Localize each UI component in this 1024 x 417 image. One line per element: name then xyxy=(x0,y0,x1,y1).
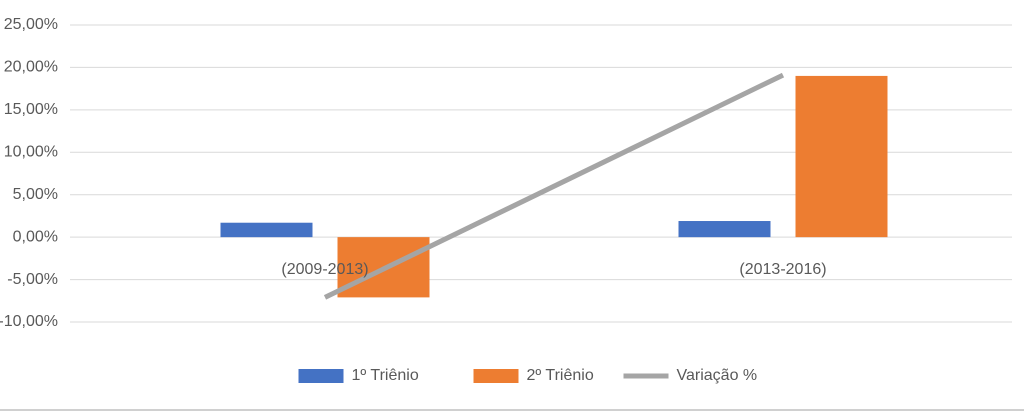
bar xyxy=(220,222,313,238)
legend-label: 2º Triênio xyxy=(527,367,594,384)
bar xyxy=(678,221,771,238)
y-tick-label: -5,00% xyxy=(7,271,58,288)
y-tick-label: 15,00% xyxy=(4,101,58,118)
y-tick-label: 0,00% xyxy=(13,228,58,245)
legend-label: 1º Triênio xyxy=(352,367,419,384)
y-tick-label: 25,00% xyxy=(4,16,58,33)
y-tick-label: 5,00% xyxy=(13,186,58,203)
legend-swatch xyxy=(473,369,519,383)
bar xyxy=(795,75,888,238)
x-tick-label: (2013-2016) xyxy=(739,261,826,278)
y-tick-label: 10,00% xyxy=(4,144,58,161)
y-tick-label: -10,00% xyxy=(0,313,58,330)
legend-swatch xyxy=(298,369,344,383)
y-tick-label: 20,00% xyxy=(4,59,58,76)
legend-label: Variação % xyxy=(677,367,758,384)
line xyxy=(323,72,785,300)
x-tick-label: (2009-2013) xyxy=(281,261,368,278)
